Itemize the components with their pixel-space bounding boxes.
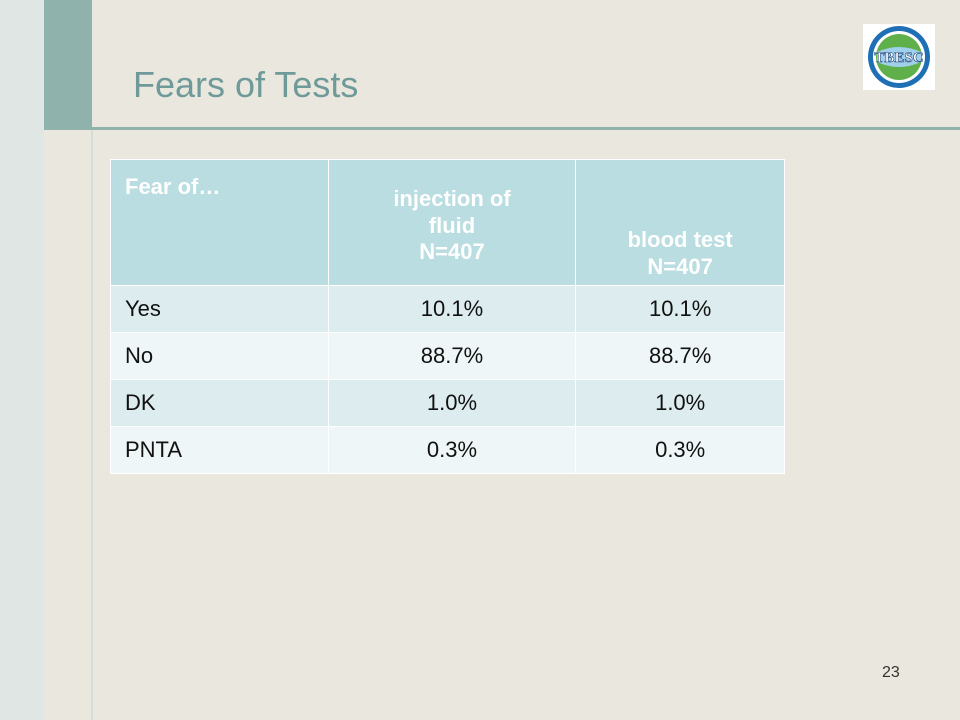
table-cell: 0.3% — [327, 426, 577, 474]
title-underline — [44, 127, 960, 130]
table-row: PNTA 0.3% 0.3% — [110, 426, 785, 474]
table-cell: 88.7% — [575, 332, 785, 380]
header-line: injection of — [393, 186, 511, 212]
slide-title: Fears of Tests — [133, 64, 359, 105]
left-divider-line — [91, 128, 93, 720]
header-line: Fear of… — [125, 174, 221, 199]
header-line: N=407 — [647, 253, 713, 279]
logo-text: TBESC — [874, 50, 923, 66]
header-line: N=407 — [419, 239, 485, 265]
tbesc-logo-icon: TBESC — [868, 26, 930, 88]
header-blood-test: blood test N=407 — [575, 159, 785, 286]
table-row: DK 1.0% 1.0% — [110, 379, 785, 427]
left-accent-bar — [44, 0, 92, 128]
table-cell: 10.1% — [327, 285, 577, 333]
left-decorative-band — [0, 0, 44, 720]
header-injection: injection of fluid N=407 — [327, 159, 577, 286]
header-line: blood test — [627, 227, 733, 253]
header-line: fluid — [428, 212, 476, 238]
table-cell: 88.7% — [327, 332, 577, 380]
table-cell: 1.0% — [327, 379, 577, 427]
table-cell: 1.0% — [575, 379, 785, 427]
row-label: PNTA — [110, 426, 329, 474]
page-number: 23 — [882, 664, 900, 681]
fears-table: Fear of… injection of fluid N=407 blood … — [110, 159, 785, 474]
table-row: No 88.7% 88.7% — [110, 332, 785, 380]
table-cell: 0.3% — [575, 426, 785, 474]
row-label: No — [110, 332, 329, 380]
row-label: DK — [110, 379, 329, 427]
tbesc-logo: TBESC — [863, 24, 935, 90]
table-header-row: Fear of… injection of fluid N=407 blood … — [110, 159, 785, 286]
header-fear-of: Fear of… — [110, 159, 329, 286]
row-label: Yes — [110, 285, 329, 333]
table-row: Yes 10.1% 10.1% — [110, 285, 785, 333]
table-cell: 10.1% — [575, 285, 785, 333]
